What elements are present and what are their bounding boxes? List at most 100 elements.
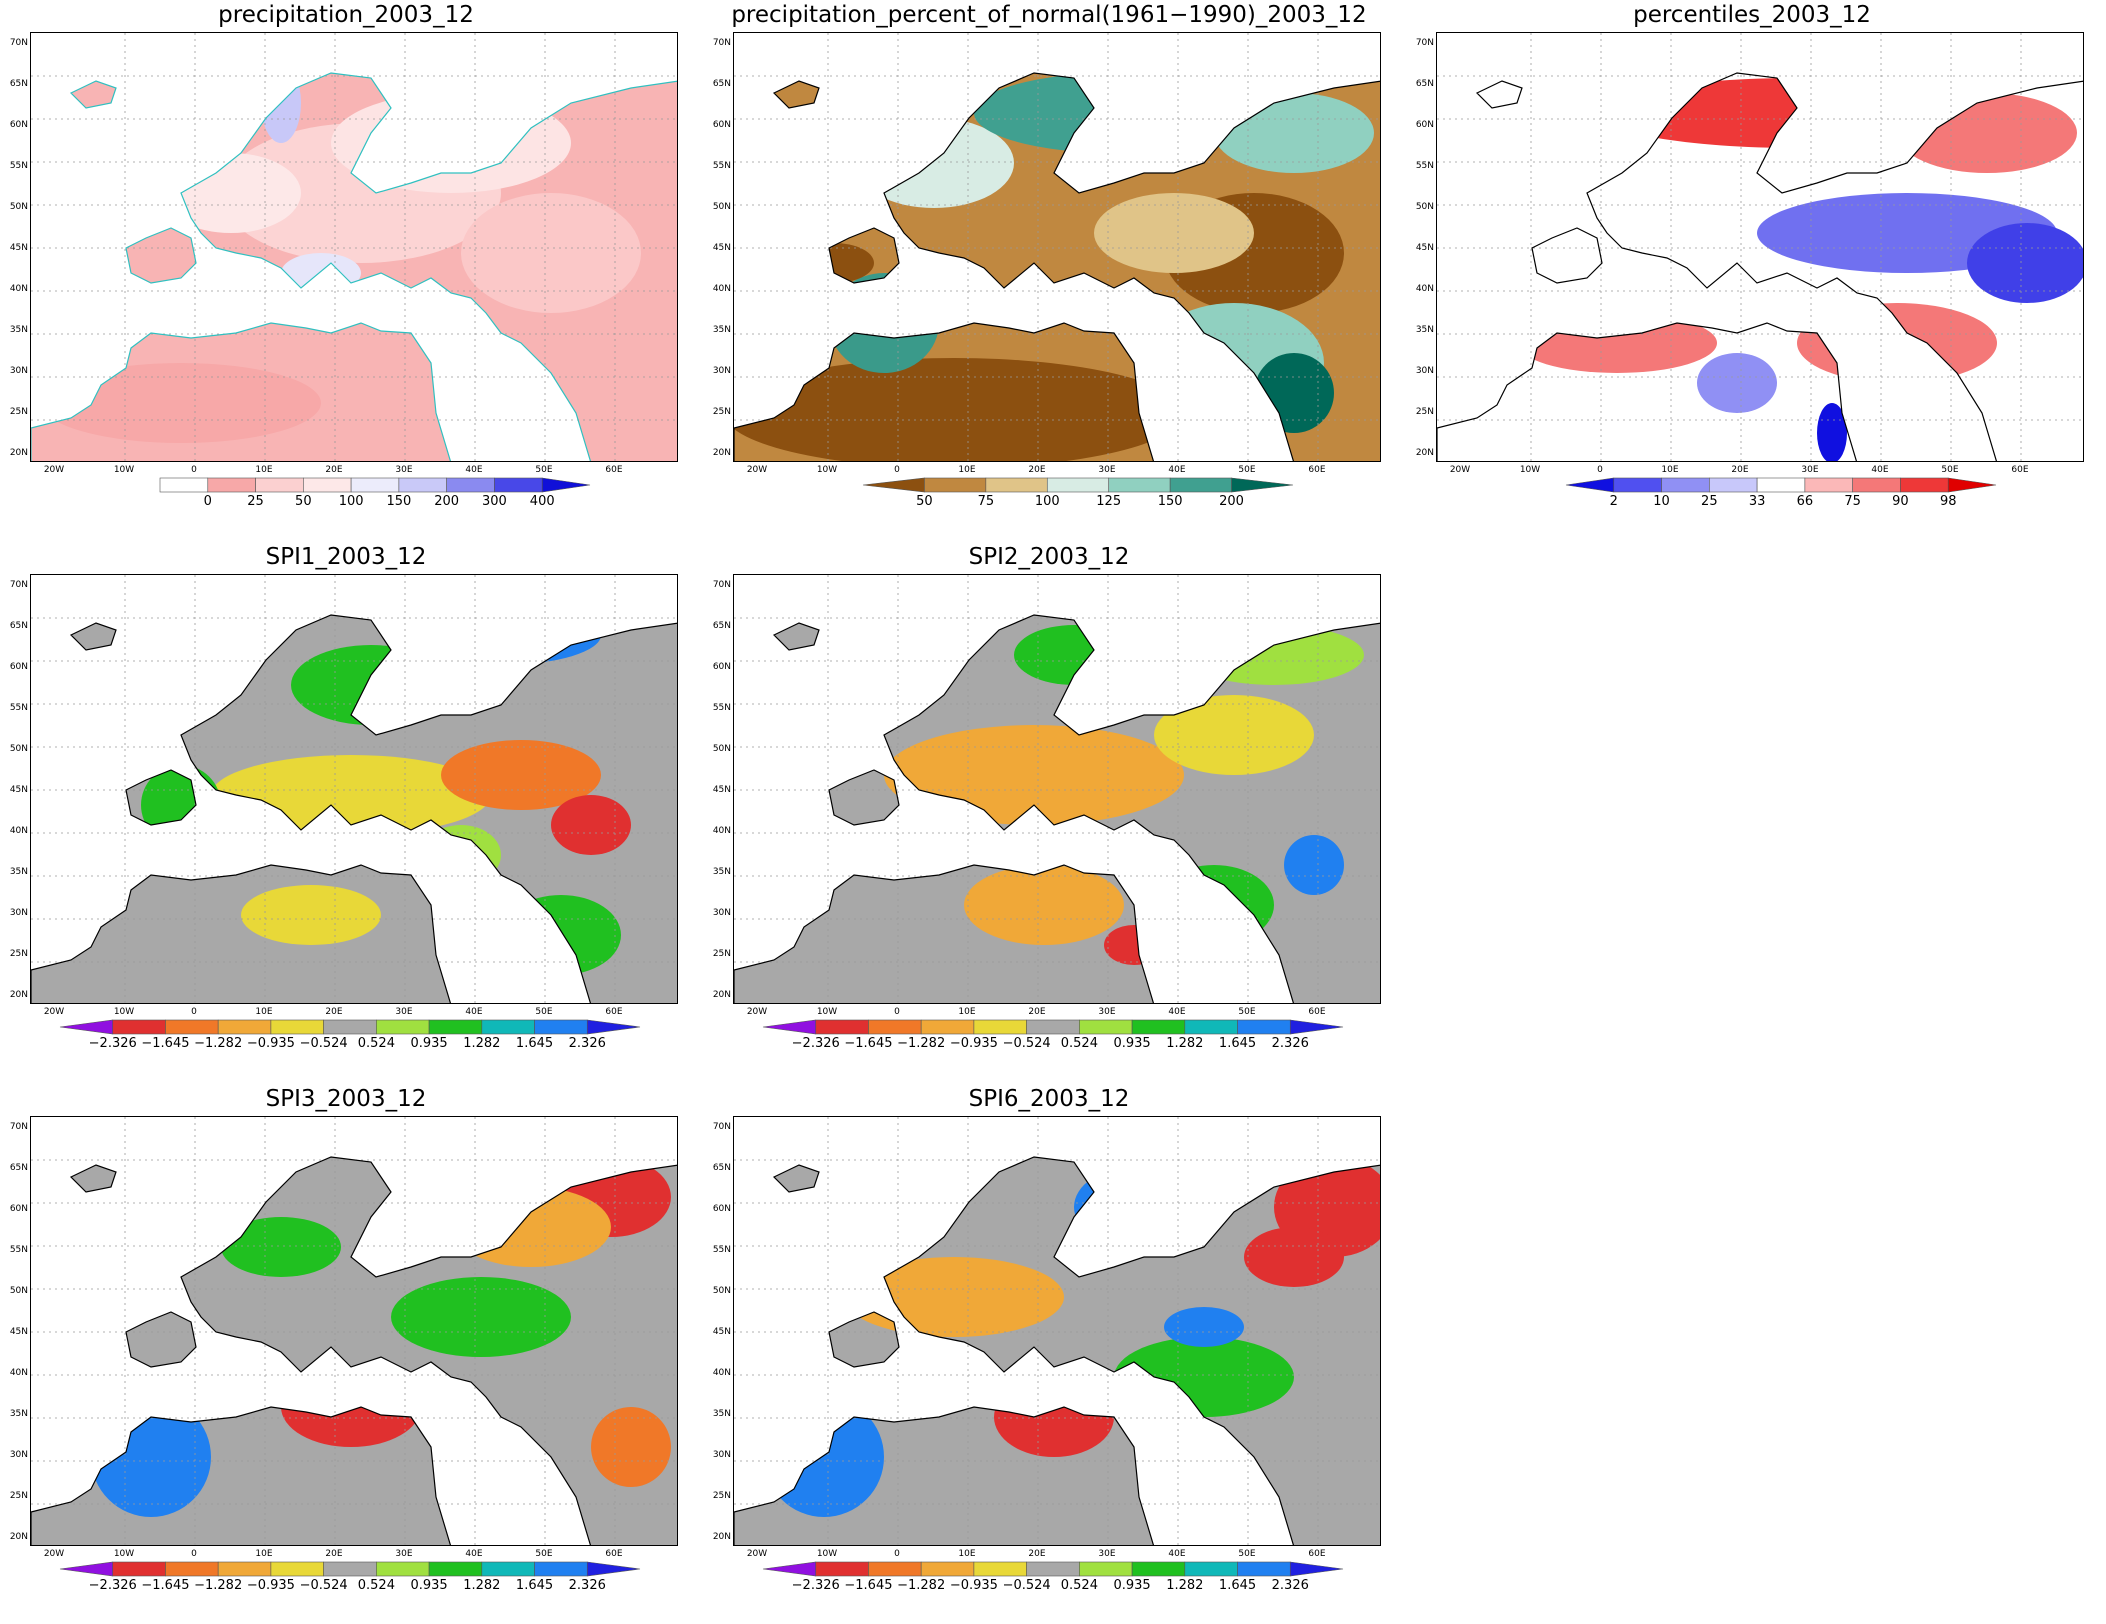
- colorbar-label: 1.282: [463, 1578, 501, 1593]
- lat-tick-label: 70N: [712, 580, 731, 590]
- field-blob: [1094, 193, 1254, 273]
- colorbar-label: 1.645: [515, 1578, 554, 1593]
- field-blob: [221, 1217, 341, 1277]
- colorbar-swatch: [862, 477, 925, 493]
- lat-tick-label: 40N: [712, 1368, 731, 1378]
- lon-tick-label: 10W: [816, 465, 838, 475]
- lon-tick-label: 40E: [1168, 1549, 1186, 1559]
- colorbar-label: 66: [1796, 494, 1814, 509]
- lon-tick-label: 60E: [605, 1549, 623, 1559]
- field-blob: [391, 1277, 571, 1357]
- lat-tick-label: 55N: [9, 703, 28, 713]
- map-precipitation: [30, 32, 678, 462]
- colorbar-label: 400: [529, 494, 555, 509]
- colorbar-label: 1.645: [515, 1036, 554, 1051]
- lon-tick-label: 20E: [325, 465, 343, 475]
- colorbar-swatch: [159, 477, 209, 493]
- colorbar-swatch: [217, 1561, 272, 1577]
- lon-tick-label: 30E: [395, 1549, 413, 1559]
- colorbar-precipitation: [159, 477, 591, 493]
- field-blob: [974, 73, 1254, 153]
- lon-tick-label: 10E: [255, 1007, 273, 1017]
- colorbar-label: −0.935: [949, 1578, 998, 1593]
- lon-tick-label: 10W: [1519, 465, 1541, 475]
- lat-tick-label: 35N: [712, 867, 731, 877]
- colorbar-label: −1.645: [844, 1578, 893, 1593]
- colorbar-label: −1.282: [194, 1578, 243, 1593]
- lat-tick-label: 40N: [1415, 284, 1434, 294]
- lat-tick-label: 25N: [712, 949, 731, 959]
- colorbar-swatch: [1184, 1561, 1238, 1577]
- colorbar-label: −1.645: [141, 1578, 190, 1593]
- lat-tick-label: 20N: [712, 990, 731, 1000]
- lon-tick-label: 0: [894, 465, 900, 475]
- colorbar-swatch: [323, 1019, 377, 1035]
- lat-tick-label: 45N: [712, 243, 731, 253]
- colorbar-label: 75: [1844, 494, 1861, 509]
- lon-tick-label: 20E: [1028, 1007, 1046, 1017]
- colorbar-label: 75: [977, 494, 995, 509]
- colorbar-swatch: [59, 1019, 114, 1035]
- colorbar-swatch: [1026, 1019, 1080, 1035]
- colorbar-swatch: [762, 1019, 817, 1035]
- colorbar-label: 0.524: [357, 1578, 395, 1593]
- colorbar-spi2: [762, 1019, 1344, 1035]
- field-blob: [1284, 835, 1344, 895]
- field-blob: [884, 725, 1184, 825]
- lon-tick-label: 50E: [1238, 465, 1256, 475]
- colorbar-swatch: [270, 1561, 324, 1577]
- field-blob: [1074, 1167, 1194, 1247]
- colorbar-label: 0.935: [410, 1578, 448, 1593]
- field-blob: [91, 1397, 211, 1517]
- lat-tick-label: 20N: [9, 990, 28, 1000]
- field-blob: [1244, 1227, 1344, 1287]
- map-spi6: [733, 1116, 1381, 1546]
- colorbar-swatch: [1046, 477, 1110, 493]
- lat-tick-label: 40N: [9, 826, 28, 836]
- panel-title: percentiles_2003_12: [1633, 2, 1871, 28]
- panel-spi1: SPI1_2003_12 70N 65N 60N 55N 50N 45N 40N 35N 30N…: [0, 542, 692, 1082]
- colorbar-label: −0.935: [246, 1578, 295, 1593]
- field-blob: [1817, 403, 1847, 461]
- colorbar-percentiles: [1565, 477, 1997, 493]
- lat-tick-label: 35N: [9, 867, 28, 877]
- colorbar-swatch: [1131, 1019, 1186, 1035]
- panel-spi6: SPI6_2003_12 70N 65N 60N 55N 50N 45N 40N 35N 30N…: [703, 1084, 1395, 1624]
- lat-tick-label: 65N: [9, 1163, 28, 1173]
- colorbar-swatch: [1184, 1019, 1238, 1035]
- panel-title: SPI2_2003_12: [968, 544, 1130, 570]
- colorbar-swatch: [1237, 1019, 1291, 1035]
- lon-tick-label: 10E: [255, 465, 273, 475]
- lat-tick-label: 70N: [712, 38, 731, 48]
- colorbar-label: 150: [1157, 494, 1183, 509]
- lat-tick-label: 25N: [1415, 407, 1434, 417]
- field-blob: [1154, 865, 1274, 945]
- colorbar-swatch: [1231, 477, 1294, 493]
- colorbar-swatch: [446, 477, 495, 493]
- lat-tick-label: 30N: [1415, 366, 1434, 376]
- lat-tick-label: 30N: [9, 908, 28, 918]
- colorbar-swatch: [398, 477, 447, 493]
- lat-tick-label: 55N: [712, 161, 731, 171]
- field-blob: [461, 193, 641, 313]
- lat-tick-label: 45N: [712, 785, 731, 795]
- colorbar-swatch: [1289, 1019, 1344, 1035]
- field-blob: [1517, 313, 1717, 373]
- lat-tick-label: 20N: [9, 448, 28, 458]
- colorbar-swatch: [1565, 477, 1615, 493]
- lat-tick-label: 25N: [9, 949, 28, 959]
- lat-tick-label: 30N: [9, 1450, 28, 1460]
- panel-spi3: SPI3_2003_12 70N 65N 60N 55N 50N 45N 40N 35N 30N…: [0, 1084, 692, 1624]
- field-blob: [441, 740, 601, 810]
- lon-tick-label: 30E: [1098, 1007, 1116, 1017]
- lat-tick-label: 50N: [712, 744, 731, 754]
- field-blob: [1114, 1337, 1294, 1417]
- colorbar-label: 1.645: [1218, 1036, 1257, 1051]
- colorbar-label: 2.326: [1271, 1578, 1309, 1593]
- lon-tick-label: 20E: [325, 1549, 343, 1559]
- lon-tick-label: 20W: [1449, 465, 1471, 475]
- lon-tick-label: 60E: [605, 1007, 623, 1017]
- colorbar-label: 125: [1096, 494, 1122, 509]
- colorbar-label: 0.935: [1113, 1578, 1151, 1593]
- colorbar-swatch: [762, 1561, 817, 1577]
